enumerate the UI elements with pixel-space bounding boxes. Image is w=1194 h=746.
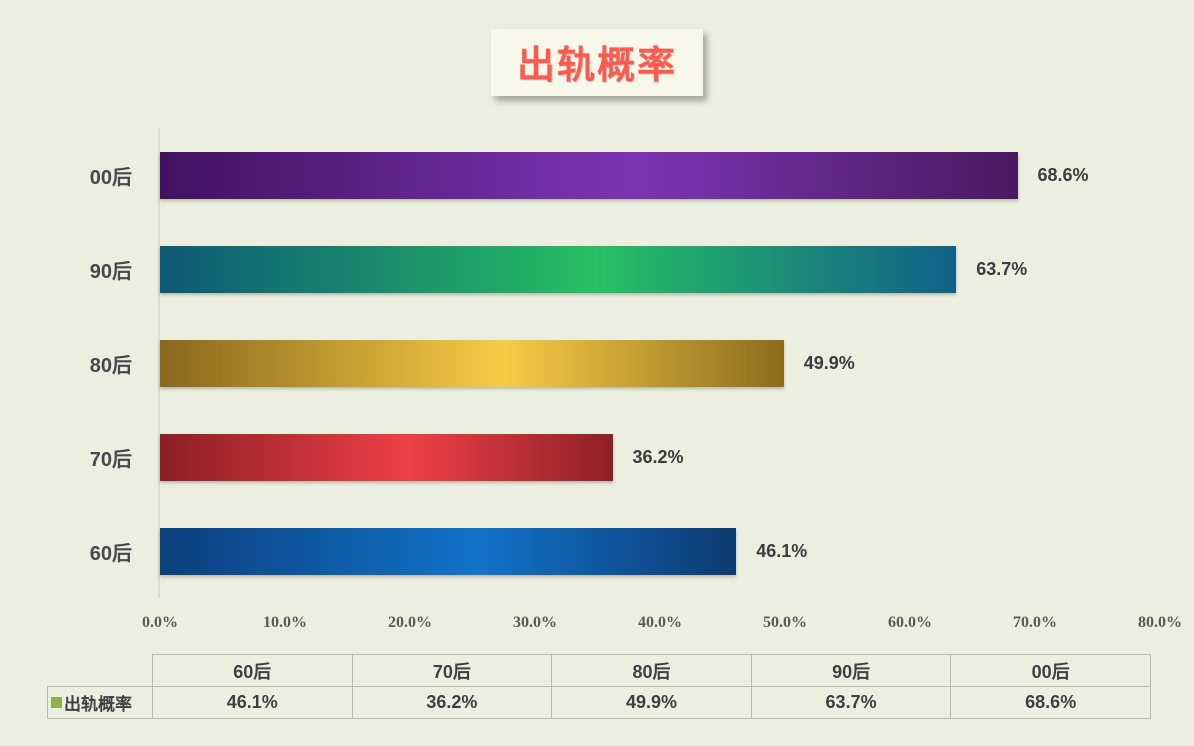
table-header-row: 60后 70后 80后 90后 00后	[48, 654, 1151, 687]
bar-value-label: 36.2%	[632, 446, 684, 467]
table-corner-cell	[48, 655, 153, 687]
bar-value-label: 63.7%	[976, 258, 1028, 279]
bar-70后	[160, 433, 613, 481]
bar-row: 70后 36.2%	[90, 410, 1160, 504]
bar-value-label: 46.1%	[756, 540, 808, 561]
plot-area: 00后 68.6% 90后 63.7% 80后 49.9% 70后 36.2% 60后 46.1%…	[90, 128, 1182, 631]
table-value-cell: 36.2%	[351, 686, 553, 719]
bar-value-label: 68.6%	[1037, 164, 1089, 185]
category-label: 70后	[89, 448, 132, 471]
x-tick-label: 40.0%	[638, 614, 682, 631]
table-value-cell: 68.6%	[950, 686, 1151, 719]
bar-90后	[160, 245, 957, 293]
table-value-cell: 49.9%	[551, 686, 752, 719]
bar-row: 60后 46.1%	[90, 504, 1160, 598]
bar-row: 00后 68.6%	[90, 128, 1160, 222]
bar-60后	[160, 527, 737, 575]
table-value-cell: 46.1%	[152, 686, 353, 719]
chart-title-box: 出轨概率	[490, 29, 704, 96]
legend-series-label: 出轨概率	[64, 695, 132, 714]
table-header-cell: 00后	[950, 654, 1151, 687]
table-header-cell: 60后	[152, 654, 353, 687]
chart-title: 出轨概率	[516, 45, 678, 87]
table-header-cell: 70后	[351, 654, 553, 687]
category-label: 60后	[89, 542, 132, 565]
table-header-cell: 90后	[750, 654, 952, 687]
x-tick-label: 70.0%	[1013, 614, 1057, 631]
bar-row: 90后 63.7%	[90, 222, 1160, 316]
x-axis-tick-labels: 0.0% 10.0% 20.0% 30.0% 40.0% 50.0% 60.0% 70.0% 8…	[142, 598, 1182, 638]
category-label: 00后	[89, 166, 132, 189]
category-label: 80后	[89, 354, 132, 377]
x-tick-label: 10.0%	[263, 614, 307, 631]
x-tick-label: 50.0%	[763, 614, 807, 631]
x-tick-label: 60.0%	[888, 614, 932, 631]
x-tick-label: 30.0%	[513, 614, 557, 631]
data-table: 60后 70后 80后 90后 00后 出轨概率 46.1% 36.2% 49.9% 63.7…	[47, 654, 1151, 719]
table-value-cell: 63.7%	[750, 686, 952, 719]
legend-marker-icon	[51, 697, 62, 708]
bar-row: 80后 49.9%	[90, 316, 1160, 410]
legend-cell: 出轨概率	[47, 686, 153, 719]
category-label: 90后	[89, 260, 132, 283]
bar-80后	[160, 339, 784, 387]
bar-00后	[160, 151, 1018, 199]
table-value-row: 出轨概率 46.1% 36.2% 49.9% 63.7% 68.6%	[47, 686, 1151, 719]
x-tick-label: 0.0%	[142, 614, 178, 631]
x-tick-label: 20.0%	[388, 614, 432, 631]
bar-value-label: 49.9%	[803, 352, 855, 373]
bars-container: 00后 68.6% 90后 63.7% 80后 49.9% 70后 36.2% 60后 46.1%	[90, 128, 1160, 598]
x-tick-label: 80.0%	[1138, 614, 1182, 631]
table-header-cell: 80后	[551, 654, 752, 687]
